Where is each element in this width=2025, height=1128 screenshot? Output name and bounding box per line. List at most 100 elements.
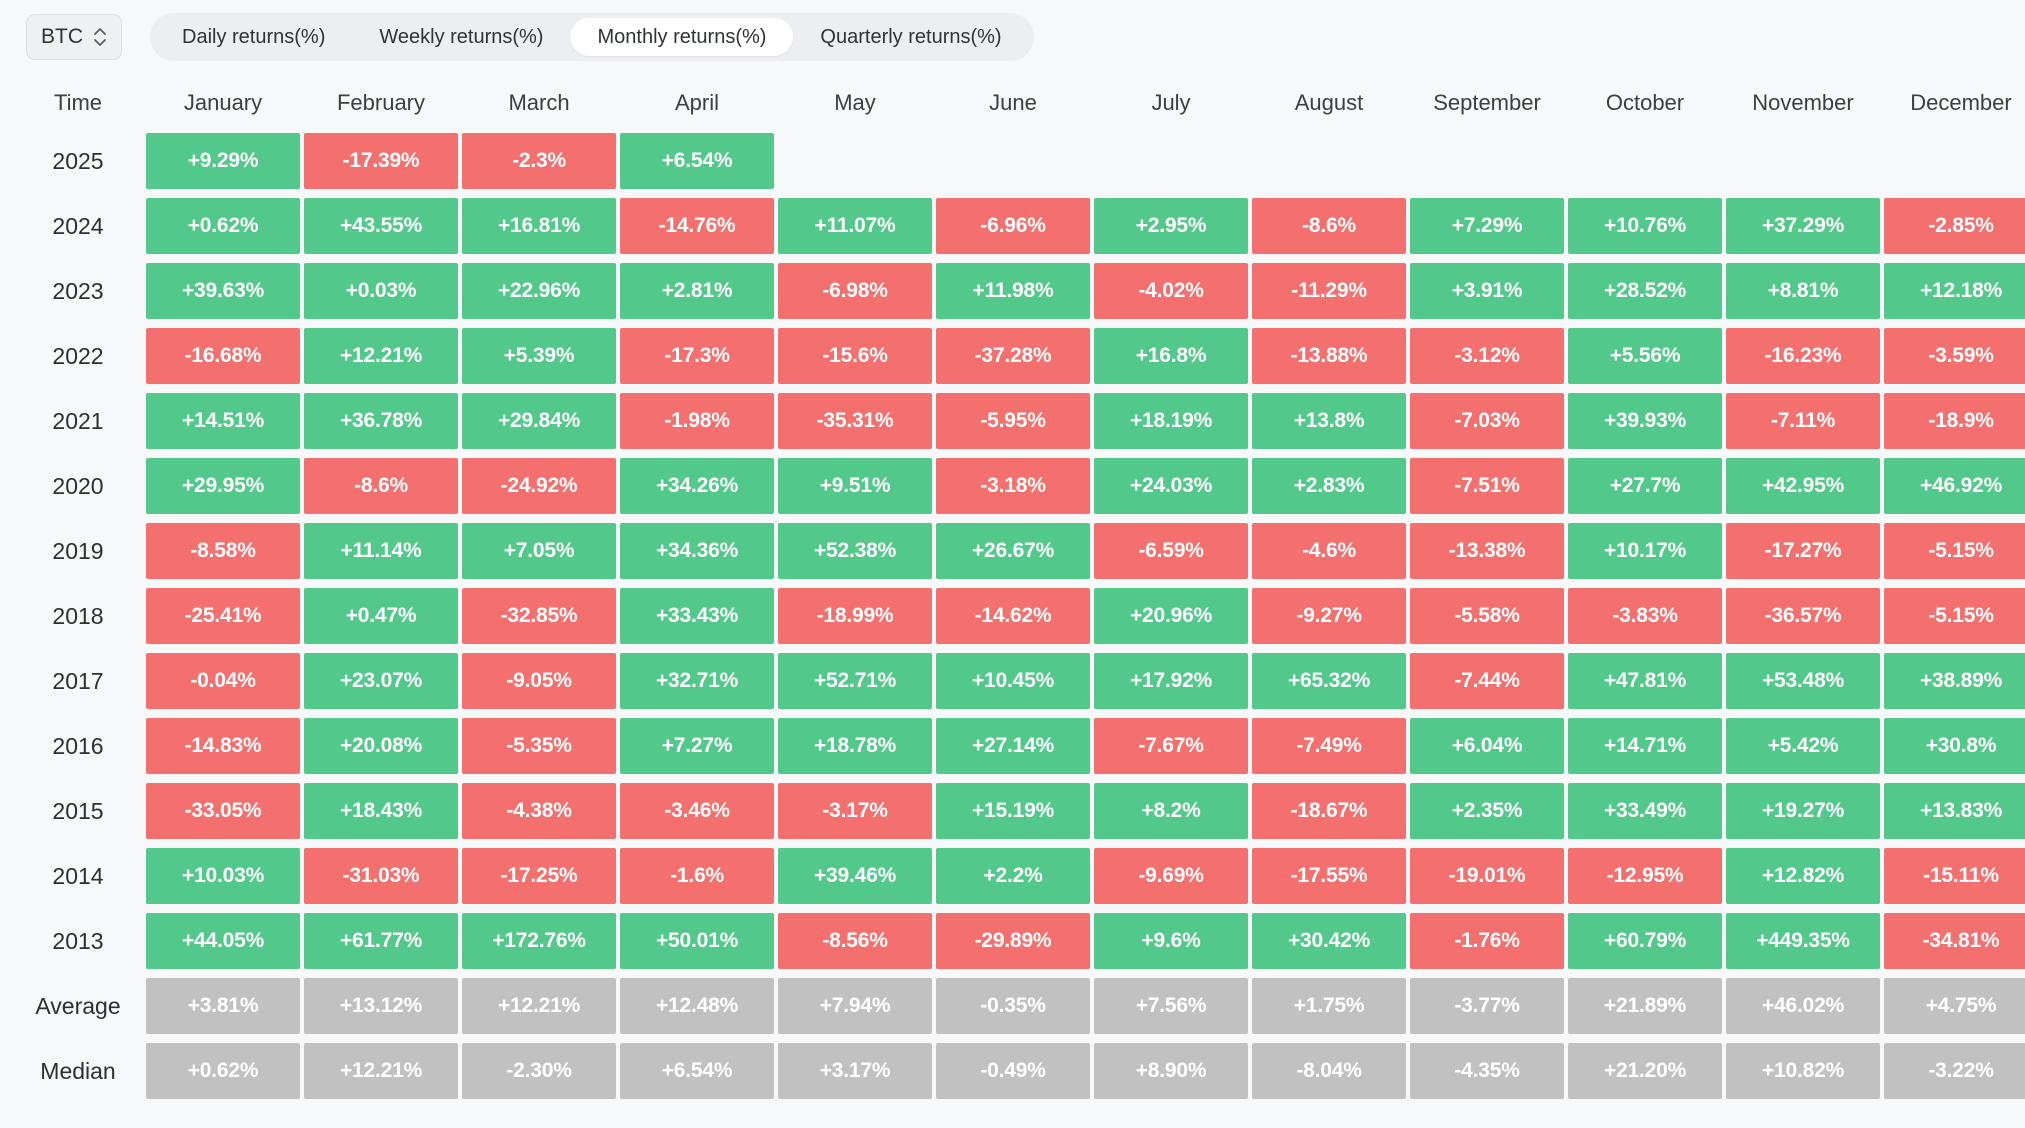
cell-2022-march: +5.39% [462, 328, 616, 384]
row-label-2013: 2013 [52, 927, 104, 954]
cell-2024-april: -14.76% [620, 198, 774, 254]
cell-median-march: -2.30% [462, 1043, 616, 1099]
column-header-time: Time [53, 90, 103, 115]
cell-2019-january: -8.58% [146, 523, 300, 579]
tab-daily-returns[interactable]: Daily returns(%) [155, 18, 352, 56]
cell-2021-october: +39.93% [1568, 393, 1722, 449]
cell-2013-july: +9.6% [1094, 913, 1248, 969]
table-header-row: Time January February March April May June July… [14, 81, 2015, 125]
cell-2022-february: +12.21% [304, 328, 458, 384]
cell-2019-june: +26.67% [936, 523, 1090, 579]
row-label-2021: 2021 [52, 407, 104, 434]
cell-2014-april: -1.6% [620, 848, 774, 904]
column-header-october: October [1605, 90, 1685, 115]
row-label-2018: 2018 [52, 602, 104, 629]
column-header-may: May [834, 90, 876, 115]
cell-2022-december: -3.59% [1884, 328, 2025, 384]
column-header-december: December [1910, 90, 2012, 115]
cell-2017-october: +47.81% [1568, 653, 1722, 709]
cell-2019-september: -13.38% [1410, 523, 1564, 579]
cell-2014-march: -17.25% [462, 848, 616, 904]
cell-2014-december: -15.11% [1884, 848, 2025, 904]
cell-2020-june: -3.18% [936, 458, 1090, 514]
cell-2021-july: +18.19% [1094, 393, 1248, 449]
cell-2020-january: +29.95% [146, 458, 300, 514]
cell-2023-december: +12.18% [1884, 263, 2025, 319]
cell-2020-december: +46.92% [1884, 458, 2025, 514]
column-header-february: February [336, 90, 426, 115]
cell-average-december: +4.75% [1884, 978, 2025, 1034]
cell-2019-november: -17.27% [1726, 523, 1880, 579]
cell-average-february: +13.12% [304, 978, 458, 1034]
cell-2021-january: +14.51% [146, 393, 300, 449]
tab-weekly-returns[interactable]: Weekly returns(%) [352, 18, 570, 56]
tab-monthly-returns[interactable]: Monthly returns(%) [570, 18, 794, 56]
cell-2017-july: +17.92% [1094, 653, 1248, 709]
cell-2022-january: -16.68% [146, 328, 300, 384]
cell-2016-october: +14.71% [1568, 718, 1722, 774]
cell-2020-may: +9.51% [778, 458, 932, 514]
cell-2020-october: +27.7% [1568, 458, 1722, 514]
cell-2015-february: +18.43% [304, 783, 458, 839]
cell-2017-december: +38.89% [1884, 653, 2025, 709]
cell-2023-march: +22.96% [462, 263, 616, 319]
cell-2025-march: -2.3% [462, 133, 616, 189]
cell-median-may: +3.17% [778, 1043, 932, 1099]
row-label-2016: 2016 [52, 732, 104, 759]
cell-2022-april: -17.3% [620, 328, 774, 384]
tab-quarterly-returns[interactable]: Quarterly returns(%) [793, 18, 1028, 56]
cell-2014-august: -17.55% [1252, 848, 1406, 904]
cell-2018-june: -14.62% [936, 588, 1090, 644]
cell-2017-september: -7.44% [1410, 653, 1564, 709]
cell-2018-may: -18.99% [778, 588, 932, 644]
cell-2025-november [1726, 133, 1880, 189]
cell-2023-april: +2.81% [620, 263, 774, 319]
cell-2023-august: -11.29% [1252, 263, 1406, 319]
row-label-2014: 2014 [52, 862, 104, 889]
cell-2018-october: -3.83% [1568, 588, 1722, 644]
cell-2022-august: -13.88% [1252, 328, 1406, 384]
returns-period-tabs: Daily returns(%) Weekly returns(%) Monthly… [150, 13, 1034, 61]
cell-2014-september: -19.01% [1410, 848, 1564, 904]
cell-2025-october [1568, 133, 1722, 189]
row-label-average: Average [35, 992, 121, 1019]
cell-2021-february: +36.78% [304, 393, 458, 449]
cell-2024-july: +2.95% [1094, 198, 1248, 254]
cell-2016-september: +6.04% [1410, 718, 1564, 774]
cell-2018-november: -36.57% [1726, 588, 1880, 644]
row-label-2017: 2017 [52, 667, 104, 694]
up-down-chevrons-icon [93, 27, 107, 47]
cell-2020-november: +42.95% [1726, 458, 1880, 514]
cell-2024-march: +16.81% [462, 198, 616, 254]
cell-2018-march: -32.85% [462, 588, 616, 644]
cell-2019-february: +11.14% [304, 523, 458, 579]
cell-2013-september: -1.76% [1410, 913, 1564, 969]
cell-average-july: +7.56% [1094, 978, 1248, 1034]
cell-median-september: -4.35% [1410, 1043, 1564, 1099]
cell-2017-april: +32.71% [620, 653, 774, 709]
cell-2017-february: +23.07% [304, 653, 458, 709]
cell-2021-march: +29.84% [462, 393, 616, 449]
cell-2024-january: +0.62% [146, 198, 300, 254]
cell-median-december: -3.22% [1884, 1043, 2025, 1099]
cell-2016-july: -7.67% [1094, 718, 1248, 774]
cell-median-october: +21.20% [1568, 1043, 1722, 1099]
cell-2015-october: +33.49% [1568, 783, 1722, 839]
cell-2013-february: +61.77% [304, 913, 458, 969]
returns-table: 2025 +9.29% -17.39% -2.3% +6.54% 2024 +0.62% +4… [14, 133, 2025, 1099]
cell-2016-february: +20.08% [304, 718, 458, 774]
cell-2015-may: -3.17% [778, 783, 932, 839]
toolbar: BTC Daily returns(%) Weekly returns(%) Mon… [26, 13, 2015, 61]
cell-2019-march: +7.05% [462, 523, 616, 579]
symbol-select[interactable]: BTC [26, 14, 122, 60]
cell-2022-june: -37.28% [936, 328, 1090, 384]
cell-2022-september: -3.12% [1410, 328, 1564, 384]
cell-2013-may: -8.56% [778, 913, 932, 969]
cell-2018-july: +20.96% [1094, 588, 1248, 644]
cell-2022-may: -15.6% [778, 328, 932, 384]
cell-2013-december: -34.81% [1884, 913, 2025, 969]
cell-2024-november: +37.29% [1726, 198, 1880, 254]
cell-2024-august: -8.6% [1252, 198, 1406, 254]
cell-2025-february: -17.39% [304, 133, 458, 189]
cell-2019-july: -6.59% [1094, 523, 1248, 579]
